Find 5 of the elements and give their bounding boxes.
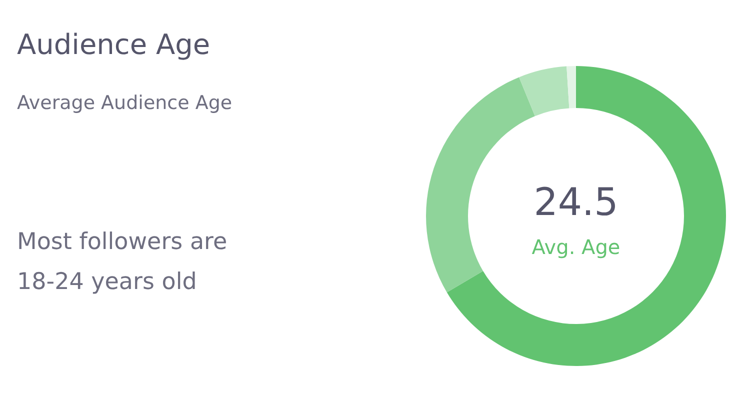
text: Audience Age [17,28,210,61]
text: Avg. Age [530,235,622,259]
text: Most followers are 18-24 years old [17,228,228,297]
text: 24.5 [532,180,620,224]
text: Average Audience Age [17,92,232,114]
